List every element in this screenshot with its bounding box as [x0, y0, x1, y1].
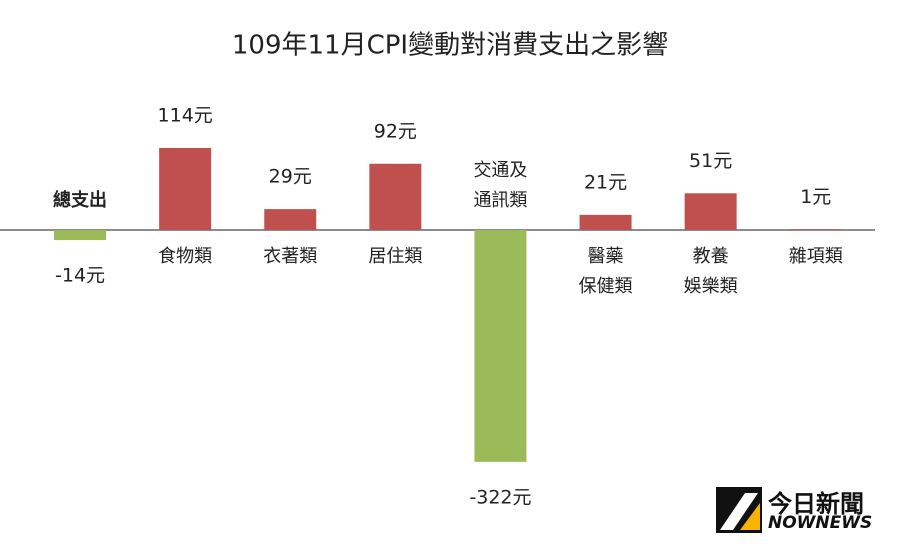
value-label: 29元 [269, 166, 312, 188]
value-label: 21元 [584, 171, 627, 193]
category-label: 醫藥 保健類 [578, 246, 633, 297]
category-label: 食物類 [158, 246, 213, 267]
bar [684, 193, 737, 230]
value-label: -322元 [469, 486, 531, 508]
value-label: -14元 [55, 265, 105, 287]
bar [264, 209, 317, 230]
logo [716, 487, 762, 533]
bar [579, 214, 632, 230]
category-label: 衣著類 [263, 246, 318, 267]
value-label: 114元 [158, 104, 213, 126]
watermark-name: 今日新聞 [768, 490, 864, 518]
category-label: 居住類 [368, 246, 423, 267]
bar [789, 229, 842, 230]
category-label: 交通及 通訊類 [473, 160, 528, 211]
value-label: 92元 [374, 120, 417, 142]
bar [54, 230, 107, 241]
category-label: 總支出 [53, 190, 108, 211]
value-label: 51元 [689, 150, 732, 172]
bar [369, 163, 422, 230]
watermark-brand: NOWNEWS [768, 513, 873, 533]
bar [159, 147, 212, 230]
chart-title: 109年11月CPI變動對消費支出之影響 [232, 31, 668, 61]
category-label: 雜項類 [788, 246, 843, 267]
category-label: 教養 娛樂類 [683, 246, 738, 297]
bar [474, 230, 527, 462]
value-label: 1元 [800, 186, 831, 208]
